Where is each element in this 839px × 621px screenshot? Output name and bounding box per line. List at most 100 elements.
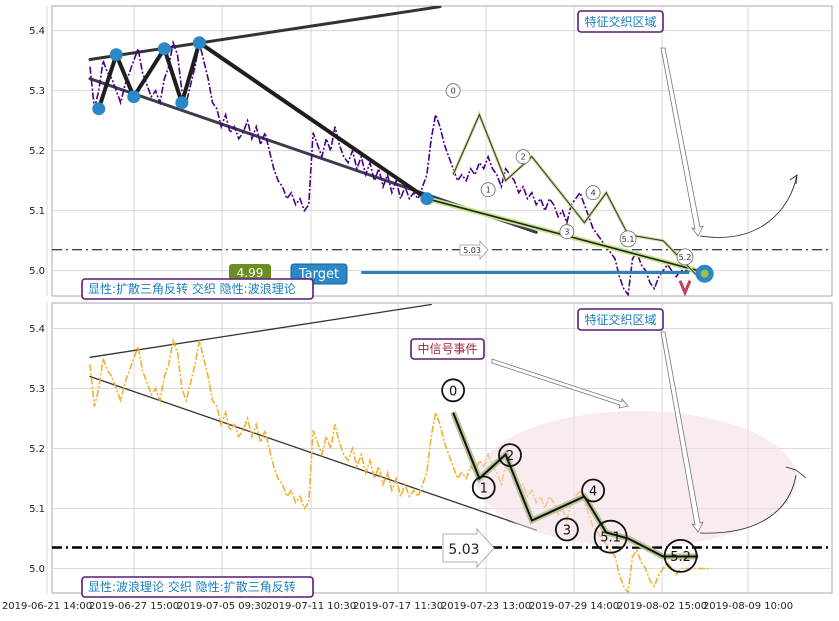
xtick-label: 2019-07-11 10:30 xyxy=(266,601,356,612)
wave-label: 3 xyxy=(559,224,575,240)
wave-label-circle xyxy=(581,478,606,503)
wave-label-circle xyxy=(663,539,698,573)
xtick-label: 2019-06-27 15:00 xyxy=(89,601,179,612)
wave-label-circle xyxy=(441,378,466,403)
wave-label-text: 5.1 xyxy=(622,235,635,244)
top-grid xyxy=(46,6,832,296)
xtick-label: 2019-07-23 13:00 xyxy=(441,601,531,612)
wave-label: 5.1 xyxy=(619,230,637,248)
wave-label-circle xyxy=(559,224,575,240)
wave-label-text: 3 xyxy=(563,524,571,539)
wave-label-circle xyxy=(480,182,496,198)
bottom-trend-line xyxy=(89,303,432,358)
wave-label-text: 2 xyxy=(506,449,514,464)
wave-label-text: 5.2 xyxy=(679,253,692,262)
pattern-point xyxy=(420,192,434,206)
wave-path xyxy=(452,113,699,278)
wave-label: 0 xyxy=(445,83,461,99)
target-value: 4.99 xyxy=(237,266,264,280)
wave-label-text: 0 xyxy=(449,384,457,399)
bottom-plot xyxy=(52,303,832,593)
projection-arrowhead xyxy=(789,174,798,185)
wave-label-circle xyxy=(676,248,694,266)
bottom-ytick-label: 5.3 xyxy=(29,384,45,395)
hline-arrow xyxy=(442,527,495,569)
wave-label-text: 1 xyxy=(486,186,491,195)
signal-arrow xyxy=(491,358,629,409)
top-ytick-label: 5.2 xyxy=(29,146,45,157)
wave-label-text: 1 xyxy=(480,482,488,497)
wave-label-text: 4 xyxy=(591,189,596,198)
annotation-arrow xyxy=(660,331,704,533)
hline-arrow xyxy=(459,239,489,261)
pattern-point xyxy=(175,96,189,110)
wave-label-circle xyxy=(498,443,522,468)
interweave-zone xyxy=(477,411,797,547)
xtick-label: 2019-08-02 15:00 xyxy=(617,601,707,612)
top-ytick-label: 5.3 xyxy=(29,86,45,97)
pattern-point xyxy=(192,36,206,50)
bottom-trend-line xyxy=(89,375,537,531)
bottom-ytick-label: 5.1 xyxy=(29,504,45,515)
hline-label: 5.03 xyxy=(448,542,479,558)
wave-label: 4 xyxy=(585,185,601,201)
wave-label-circle xyxy=(585,185,601,201)
wave-label-text: 5.2 xyxy=(670,550,691,565)
signal-label: 中信号事件 xyxy=(417,341,477,356)
pattern-point xyxy=(92,102,106,116)
annotation-arrow xyxy=(660,47,704,237)
annotation-label: 特征交织区域 xyxy=(584,312,656,327)
projection-curve xyxy=(699,474,797,534)
annotation-box xyxy=(577,308,664,331)
pattern-point xyxy=(109,48,123,62)
top-ytick-label: 5.0 xyxy=(29,266,45,277)
bottom-ytick-label: 5.4 xyxy=(29,324,45,335)
wave-label: 1 xyxy=(471,475,496,500)
xtick-label: 2019-07-17 11:30 xyxy=(353,601,443,612)
wave-label: 5.2 xyxy=(663,539,698,573)
wave-label: 2 xyxy=(498,443,522,468)
projection-curve xyxy=(699,174,798,238)
legend-text: 显性:扩散三角反转 交织 隐性:波浪理论 xyxy=(88,281,296,296)
target-point-core xyxy=(700,269,709,278)
projection-arrowhead xyxy=(785,466,807,479)
red-marker xyxy=(678,280,692,296)
wave-label-text: 4 xyxy=(589,485,597,500)
axes: 5.0 5.1 5.2 5.3 5.4 5.0 5.1 5.2 5.3 5.4 2019-06-21… xyxy=(2,26,793,612)
wave-label-circle xyxy=(554,517,579,542)
wave-label: 2 xyxy=(515,149,531,165)
wave-label: 5.1 xyxy=(593,519,628,554)
wave-label-circle xyxy=(445,83,461,99)
top-trend-line xyxy=(88,6,442,61)
wave-label-text: 3 xyxy=(564,228,569,237)
signal-box xyxy=(410,338,485,360)
legend-box xyxy=(81,278,314,300)
bottom-ytick-label: 5.0 xyxy=(29,564,45,575)
wave-label-text: 5.1 xyxy=(600,531,621,546)
bottom-ytick-label: 5.2 xyxy=(29,444,45,455)
target-value-box xyxy=(229,264,271,282)
top-ytick-label: 5.1 xyxy=(29,206,45,217)
xtick-label: 2019-08-09 10:00 xyxy=(703,601,793,612)
wave-label: 0 xyxy=(441,378,466,403)
pattern-point xyxy=(157,42,171,56)
hline-label: 5.03 xyxy=(463,246,481,255)
wave-label: 3 xyxy=(554,517,579,542)
wave-label-circle xyxy=(515,149,531,165)
wave-label-circle xyxy=(471,475,496,500)
wave-label: 4 xyxy=(581,478,606,503)
xtick-label: 2019-06-21 14:00 xyxy=(2,601,92,612)
wave-label-circle xyxy=(593,519,628,554)
annotation-label: 特征交织区域 xyxy=(584,14,656,29)
xtick-label: 2019-07-05 09:30 xyxy=(177,601,267,612)
pattern-point xyxy=(127,90,141,104)
wave-label-circle xyxy=(619,230,637,248)
legend-text: 显性:波浪理论 交织 隐性:扩散三角反转 xyxy=(88,579,296,594)
xtick-label: 2019-07-29 14:00 xyxy=(529,601,619,612)
top-ytick-label: 5.4 xyxy=(29,26,45,37)
wave-label: 1 xyxy=(480,182,496,198)
legend-box xyxy=(81,576,314,598)
